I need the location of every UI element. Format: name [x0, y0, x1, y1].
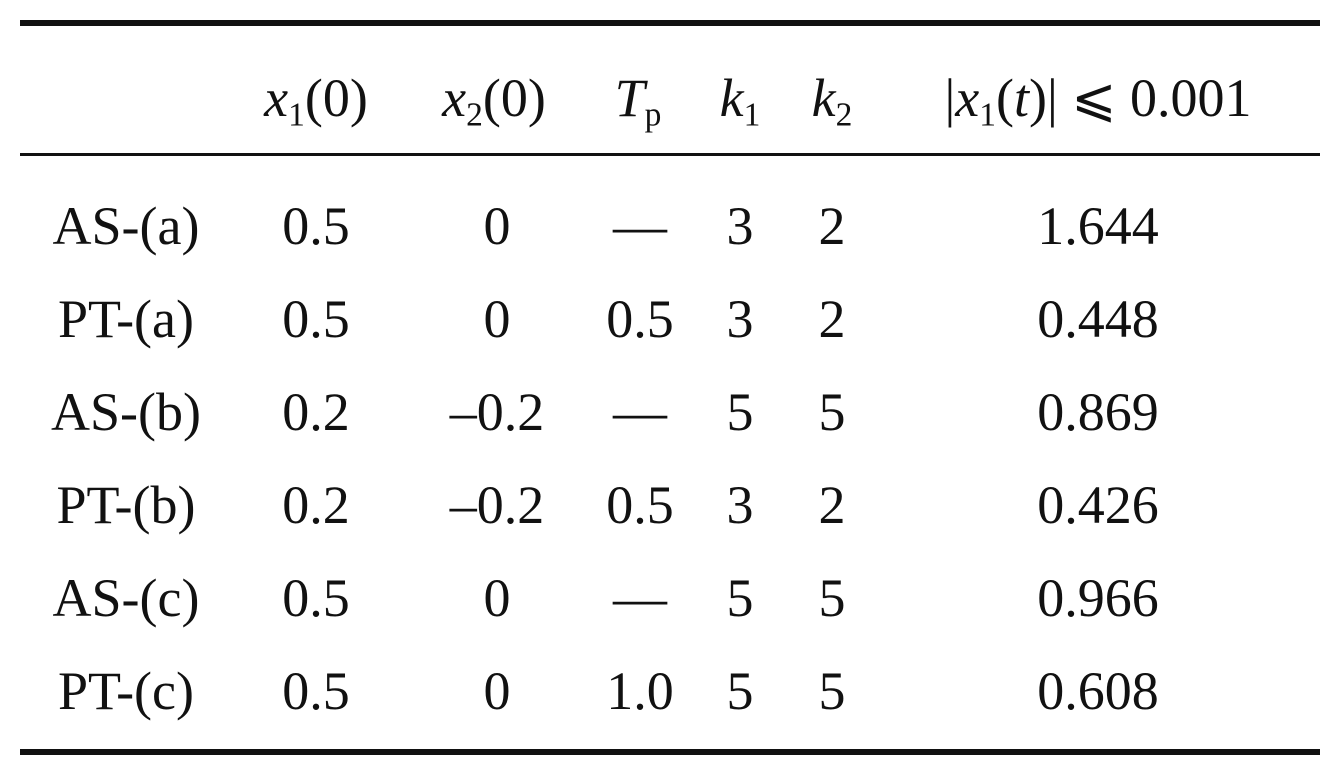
header-k1: k1 — [719, 68, 761, 134]
header-x1-0: x1(0) — [264, 68, 368, 134]
cell-settling-time: 0.608 — [1037, 661, 1159, 721]
cell-x2-0: 0 — [483, 289, 511, 349]
cell-k2: 5 — [818, 568, 846, 628]
cell-k1: 5 — [726, 568, 754, 628]
cell-x2-0: 0 — [483, 196, 511, 256]
row-label: AS-(b) — [51, 382, 201, 442]
cell-k1: 3 — [726, 475, 754, 535]
row-label: PT-(b) — [56, 475, 196, 535]
cell-k2: 2 — [818, 475, 846, 535]
cell-tp: 1.0 — [606, 661, 674, 721]
cell-k1: 3 — [726, 289, 754, 349]
cell-tp: 0.5 — [606, 289, 674, 349]
cell-settling-time: 0.869 — [1037, 382, 1159, 442]
bottom-rule — [20, 749, 1320, 755]
cell-k2: 2 — [818, 289, 846, 349]
row-label: PT-(a) — [58, 289, 194, 349]
cell-x1-0: 0.2 — [282, 382, 350, 442]
header-settling-condition: |x1(t)| ⩽ 0.001 — [944, 68, 1252, 134]
cell-k2: 5 — [818, 661, 846, 721]
row-label: PT-(c) — [58, 661, 194, 721]
header-k2: k2 — [811, 68, 853, 134]
row-label: AS-(a) — [52, 196, 200, 256]
cell-x2-0: –0.2 — [449, 475, 545, 535]
header-x2-0: x2(0) — [442, 68, 546, 134]
cell-k1: 3 — [726, 196, 754, 256]
header-rule — [20, 153, 1320, 156]
cell-settling-time: 1.644 — [1037, 196, 1159, 256]
cell-settling-time: 0.426 — [1037, 475, 1159, 535]
cell-settling-time: 0.448 — [1037, 289, 1159, 349]
cell-tp: — — [613, 568, 667, 628]
cell-x1-0: 0.5 — [282, 196, 350, 256]
row-label: AS-(c) — [52, 568, 200, 628]
cell-k1: 5 — [726, 382, 754, 442]
cell-k1: 5 — [726, 661, 754, 721]
header-tp: Tp — [614, 68, 662, 134]
cell-tp: 0.5 — [606, 475, 674, 535]
top-rule — [20, 20, 1320, 26]
cell-k2: 5 — [818, 382, 846, 442]
cell-x2-0: 0 — [483, 661, 511, 721]
cell-x1-0: 0.5 — [282, 568, 350, 628]
cell-settling-time: 0.966 — [1037, 568, 1159, 628]
cell-k2: 2 — [818, 196, 846, 256]
cell-x2-0: 0 — [483, 568, 511, 628]
cell-x1-0: 0.2 — [282, 475, 350, 535]
cell-tp: — — [613, 382, 667, 442]
cell-x1-0: 0.5 — [282, 289, 350, 349]
cell-x1-0: 0.5 — [282, 661, 350, 721]
cell-x2-0: –0.2 — [449, 382, 545, 442]
cell-tp: — — [613, 196, 667, 256]
